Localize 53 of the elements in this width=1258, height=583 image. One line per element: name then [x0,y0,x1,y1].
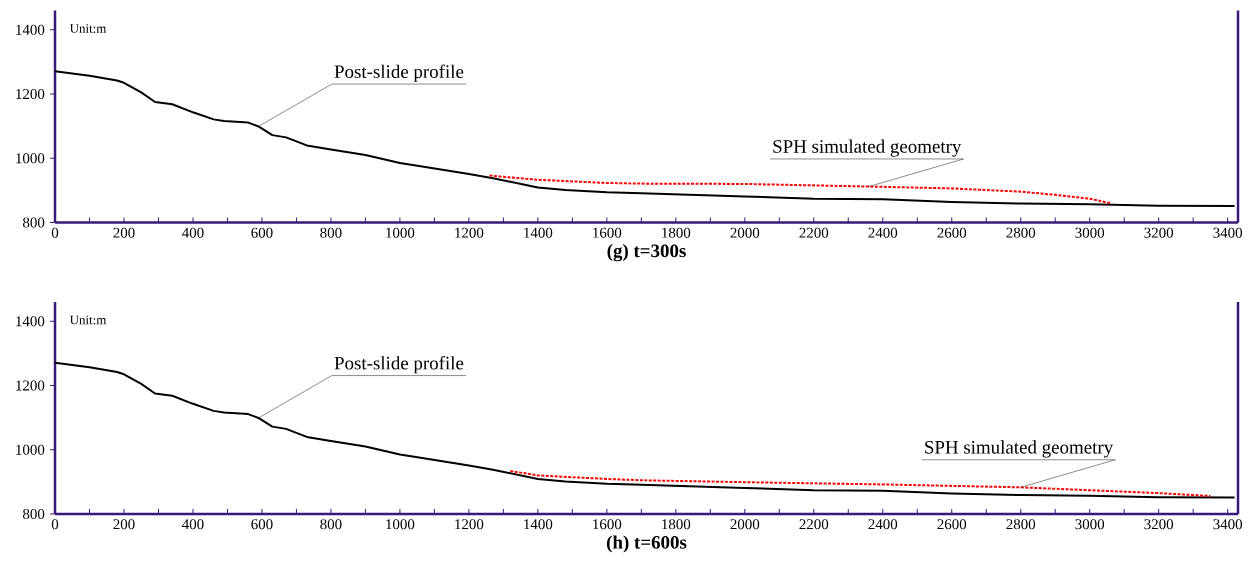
x-tick-label: 400 [182,519,204,530]
annotation: Unit:m [69,315,107,325]
x-axis-title: (h) t=600s [606,535,687,553]
annotation: Post-slide profile [334,355,464,374]
annotation: SPH simulated geometry [925,440,1114,458]
x-tick-label: 2200 [799,227,829,238]
x-tick-label: 2800 [1006,519,1036,530]
x-tick-label: 600 [251,227,273,238]
x-tick-label: 200 [113,519,135,530]
x-tick-label: 3200 [1144,227,1174,238]
y-tick-label: 800 [22,217,45,228]
x-tick-label: 1600 [593,227,622,238]
y-tick-label: 1000 [16,444,45,455]
x-tick-label: 2200 [799,519,829,530]
x-tick-label: 1200 [455,227,484,238]
x-tick-label: 400 [182,227,204,238]
x-tick-label: 3000 [1075,519,1105,530]
annotation: Unit:m [69,24,107,33]
y-tick-label: 800 [22,508,45,520]
x-tick-label: 3400 [1213,519,1243,530]
x-tick-label: 1800 [662,227,691,238]
y-tick-label: 1400 [16,316,45,327]
x-tick-label: 1200 [455,519,484,530]
x-tick-label: 1400 [524,227,553,238]
x-tick-label: 0 [51,227,59,238]
x-tick-label: 2600 [937,227,967,238]
x-tick-label: 600 [251,519,273,530]
x-tick-label: 800 [320,519,342,530]
line-series [488,174,1112,205]
x-tick-label: 1800 [662,519,691,530]
x-tick-label: 2400 [868,227,898,238]
x-axis-title: (g) t=300s [607,243,686,262]
x-tick-label: 3000 [1075,227,1105,238]
x-tick-label: 1000 [386,519,415,530]
y-tick-label: 1200 [16,88,45,100]
x-tick-label: 800 [320,227,342,238]
x-tick-label: 200 [113,227,135,238]
x-tick-label: 2800 [1006,227,1036,238]
x-tick-label: 3200 [1144,519,1174,530]
annotation: Post-slide profile [334,64,464,82]
x-tick-label: 1000 [386,227,415,238]
x-tick-label: 0 [51,519,59,530]
x-tick-label: 3400 [1213,227,1243,238]
x-tick-label: 1400 [524,519,553,530]
x-tick-label: 2000 [730,519,760,530]
y-tick-label: 1200 [16,380,45,391]
x-tick-label: 2600 [937,519,967,530]
x-tick-label: 1600 [593,519,622,530]
annotation: SPH simulated geometry [773,139,962,157]
y-tick-label: 1000 [16,153,45,164]
x-tick-label: 2000 [730,227,760,238]
y-tick-label: 1400 [16,24,45,35]
x-tick-label: 2400 [868,519,898,530]
